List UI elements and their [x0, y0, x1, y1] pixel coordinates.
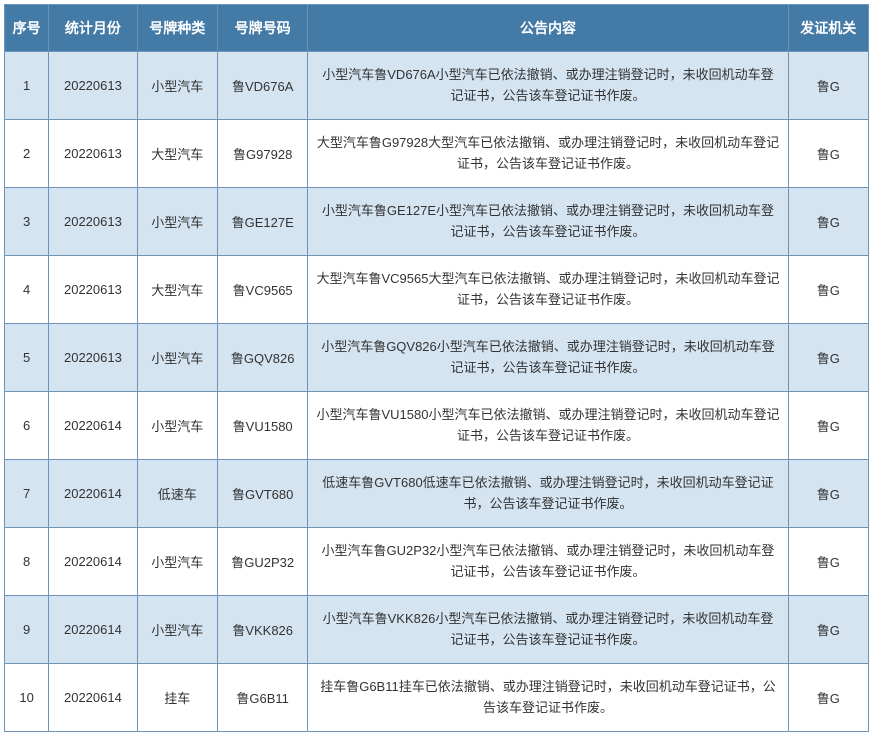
- cell-month: 20220614: [49, 528, 137, 596]
- cell-content: 小型汽车鲁VU1580小型汽车已依法撤销、或办理注销登记时，未收回机动车登记证书…: [308, 392, 788, 460]
- vehicle-announcement-table: 序号统计月份号牌种类号牌号码公告内容发证机关 120220613小型汽车鲁VD6…: [4, 4, 869, 732]
- cell-issuer: 鲁G: [788, 664, 868, 732]
- cell-content: 挂车鲁G6B11挂车已依法撤销、或办理注销登记时，未收回机动车登记证书，公告该车…: [308, 664, 788, 732]
- table-row: 620220614小型汽车鲁VU1580小型汽车鲁VU1580小型汽车已依法撤销…: [5, 392, 869, 460]
- cell-issuer: 鲁G: [788, 256, 868, 324]
- cell-month: 20220613: [49, 120, 137, 188]
- cell-type: 大型汽车: [137, 120, 217, 188]
- cell-plate: 鲁VKK826: [217, 596, 307, 664]
- cell-content: 小型汽车鲁VD676A小型汽车已依法撤销、或办理注销登记时，未收回机动车登记证书…: [308, 52, 788, 120]
- cell-content: 小型汽车鲁GQV826小型汽车已依法撤销、或办理注销登记时，未收回机动车登记证书…: [308, 324, 788, 392]
- cell-plate: 鲁G6B11: [217, 664, 307, 732]
- cell-plate: 鲁GQV826: [217, 324, 307, 392]
- cell-content: 大型汽车鲁VC9565大型汽车已依法撤销、或办理注销登记时，未收回机动车登记证书…: [308, 256, 788, 324]
- cell-type: 大型汽车: [137, 256, 217, 324]
- header-row: 序号统计月份号牌种类号牌号码公告内容发证机关: [5, 5, 869, 52]
- table-row: 520220613小型汽车鲁GQV826小型汽车鲁GQV826小型汽车已依法撤销…: [5, 324, 869, 392]
- table-row: 920220614小型汽车鲁VKK826小型汽车鲁VKK826小型汽车已依法撤销…: [5, 596, 869, 664]
- table-body: 120220613小型汽车鲁VD676A小型汽车鲁VD676A小型汽车已依法撤销…: [5, 52, 869, 732]
- col-header-type: 号牌种类: [137, 5, 217, 52]
- cell-type: 小型汽车: [137, 188, 217, 256]
- cell-month: 20220613: [49, 256, 137, 324]
- cell-month: 20220613: [49, 324, 137, 392]
- cell-plate: 鲁GU2P32: [217, 528, 307, 596]
- cell-seq: 4: [5, 256, 49, 324]
- cell-month: 20220614: [49, 392, 137, 460]
- col-header-month: 统计月份: [49, 5, 137, 52]
- cell-seq: 3: [5, 188, 49, 256]
- cell-type: 小型汽车: [137, 392, 217, 460]
- cell-seq: 1: [5, 52, 49, 120]
- cell-type: 低速车: [137, 460, 217, 528]
- cell-seq: 2: [5, 120, 49, 188]
- cell-month: 20220613: [49, 188, 137, 256]
- cell-plate: 鲁G97928: [217, 120, 307, 188]
- cell-issuer: 鲁G: [788, 120, 868, 188]
- cell-seq: 5: [5, 324, 49, 392]
- cell-issuer: 鲁G: [788, 324, 868, 392]
- cell-plate: 鲁GVT680: [217, 460, 307, 528]
- table-row: 320220613小型汽车鲁GE127E小型汽车鲁GE127E小型汽车已依法撤销…: [5, 188, 869, 256]
- cell-seq: 8: [5, 528, 49, 596]
- col-header-seq: 序号: [5, 5, 49, 52]
- cell-seq: 10: [5, 664, 49, 732]
- cell-seq: 9: [5, 596, 49, 664]
- table-row: 720220614低速车鲁GVT680低速车鲁GVT680低速车已依法撤销、或办…: [5, 460, 869, 528]
- cell-type: 小型汽车: [137, 324, 217, 392]
- cell-issuer: 鲁G: [788, 528, 868, 596]
- table-row: 420220613大型汽车鲁VC9565大型汽车鲁VC9565大型汽车已依法撤销…: [5, 256, 869, 324]
- cell-issuer: 鲁G: [788, 52, 868, 120]
- cell-issuer: 鲁G: [788, 460, 868, 528]
- cell-content: 小型汽车鲁GU2P32小型汽车已依法撤销、或办理注销登记时，未收回机动车登记证书…: [308, 528, 788, 596]
- table-row: 220220613大型汽车鲁G97928大型汽车鲁G97928大型汽车已依法撤销…: [5, 120, 869, 188]
- cell-content: 小型汽车鲁GE127E小型汽车已依法撤销、或办理注销登记时，未收回机动车登记证书…: [308, 188, 788, 256]
- col-header-plate: 号牌号码: [217, 5, 307, 52]
- table-row: 120220613小型汽车鲁VD676A小型汽车鲁VD676A小型汽车已依法撤销…: [5, 52, 869, 120]
- cell-plate: 鲁VU1580: [217, 392, 307, 460]
- cell-month: 20220614: [49, 460, 137, 528]
- cell-plate: 鲁VC9565: [217, 256, 307, 324]
- cell-month: 20220614: [49, 596, 137, 664]
- table-row: 1020220614挂车鲁G6B11挂车鲁G6B11挂车已依法撤销、或办理注销登…: [5, 664, 869, 732]
- col-header-content: 公告内容: [308, 5, 788, 52]
- cell-type: 小型汽车: [137, 528, 217, 596]
- cell-issuer: 鲁G: [788, 188, 868, 256]
- cell-type: 小型汽车: [137, 596, 217, 664]
- cell-issuer: 鲁G: [788, 596, 868, 664]
- cell-seq: 7: [5, 460, 49, 528]
- cell-content: 低速车鲁GVT680低速车已依法撤销、或办理注销登记时，未收回机动车登记证书，公…: [308, 460, 788, 528]
- cell-content: 大型汽车鲁G97928大型汽车已依法撤销、或办理注销登记时，未收回机动车登记证书…: [308, 120, 788, 188]
- cell-month: 20220613: [49, 52, 137, 120]
- cell-seq: 6: [5, 392, 49, 460]
- cell-content: 小型汽车鲁VKK826小型汽车已依法撤销、或办理注销登记时，未收回机动车登记证书…: [308, 596, 788, 664]
- cell-month: 20220614: [49, 664, 137, 732]
- cell-type: 挂车: [137, 664, 217, 732]
- cell-plate: 鲁GE127E: [217, 188, 307, 256]
- table-row: 820220614小型汽车鲁GU2P32小型汽车鲁GU2P32小型汽车已依法撤销…: [5, 528, 869, 596]
- cell-plate: 鲁VD676A: [217, 52, 307, 120]
- cell-type: 小型汽车: [137, 52, 217, 120]
- cell-issuer: 鲁G: [788, 392, 868, 460]
- col-header-issuer: 发证机关: [788, 5, 868, 52]
- table-head: 序号统计月份号牌种类号牌号码公告内容发证机关: [5, 5, 869, 52]
